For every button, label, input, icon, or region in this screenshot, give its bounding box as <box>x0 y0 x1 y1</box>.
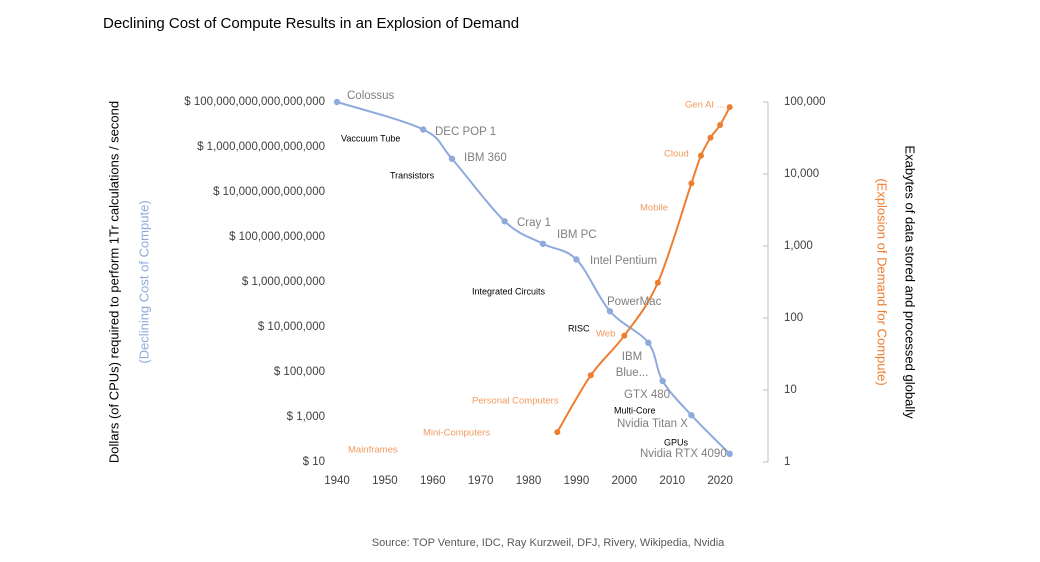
data-point <box>448 155 456 162</box>
x-tick-label: 1980 <box>516 475 542 487</box>
x-tick-label: 2000 <box>612 475 638 487</box>
point-label: DEC POP 1 <box>435 126 496 138</box>
y2-tick-label: 1 <box>784 456 790 468</box>
y-tick-label: $ 1,000,000,000,000,000 <box>197 141 325 153</box>
era-label: Mini-Computers <box>423 428 490 439</box>
era-label: Web <box>596 329 615 340</box>
x-tick-label: 1960 <box>420 475 446 487</box>
data-point <box>697 152 704 159</box>
y2-axis-subtitle: (Explosion of Demand for Compute) <box>875 178 890 385</box>
y2-tick-label: 1,000 <box>784 240 813 252</box>
point-label: Cray 1 <box>517 217 551 229</box>
tech-label: Integrated Circuits <box>472 286 546 296</box>
data-point <box>726 104 733 111</box>
point-label-box: IBM Blue... <box>615 351 649 379</box>
series-line <box>556 106 731 433</box>
data-point <box>501 218 508 225</box>
data-point <box>587 372 594 379</box>
x-tick-label: 1990 <box>564 475 590 487</box>
y2-axis-title: Exabytes of data stored and processed gl… <box>903 145 918 419</box>
y-tick-label: $ 10,000,000,000,000 <box>213 186 325 198</box>
x-tick-label: 1940 <box>324 475 350 487</box>
data-point <box>726 450 733 458</box>
y2-tick-label: 10,000 <box>784 168 819 180</box>
data-point <box>539 240 547 247</box>
y-tick-label: $ 10 <box>303 456 325 468</box>
x-tick-label: 2020 <box>707 475 733 487</box>
era-label: Cloud <box>664 149 689 160</box>
era-label: Gen AI ... <box>685 100 725 111</box>
point-label: Nvidia RTX 4090 <box>640 448 727 460</box>
y-tick-label: $ 10,000,000 <box>258 321 325 333</box>
data-point <box>654 279 661 286</box>
series-line <box>336 101 731 455</box>
chart-title: Declining Cost of Compute Results in an … <box>103 15 519 32</box>
y-tick-label: $ 1,000,000,000 <box>242 276 325 288</box>
point-label: GTX 480 <box>624 389 670 401</box>
data-point <box>659 377 666 385</box>
point-label: PowerMac <box>607 296 662 308</box>
y-tick-label: $ 100,000,000,000,000,000 <box>184 96 325 108</box>
y-axis-subtitle: (Declining Cost of Compute) <box>136 200 151 363</box>
data-point <box>333 98 341 106</box>
tech-label: RISC <box>568 323 590 333</box>
point-label: IBM Blue... <box>615 351 649 379</box>
era-label: Mainframes <box>348 445 398 456</box>
tech-label: Transistors <box>390 170 435 180</box>
x-tick-label: 2010 <box>659 475 685 487</box>
y-axis-title: Dollars (of CPUs) required to perform 1T… <box>106 101 121 463</box>
data-point <box>688 180 695 187</box>
y-tick-label: $ 100,000,000,000 <box>229 231 325 243</box>
era-label: Personal Computers <box>472 396 559 407</box>
y-tick-label: $ 1,000 <box>287 411 325 423</box>
point-label: Intel Pentium <box>590 255 657 267</box>
y-tick-label: $ 100,000 <box>274 366 325 378</box>
point-label: Colossus <box>347 90 395 102</box>
point-label: Nvidia Titan X <box>617 418 688 430</box>
point-label: IBM 360 <box>464 152 507 164</box>
y2-tick-label: 10 <box>784 384 797 396</box>
x-tick-label: 1970 <box>468 475 494 487</box>
x-tick-label: 1950 <box>372 475 398 487</box>
tech-label: GPUs <box>664 437 689 447</box>
data-point <box>554 429 561 436</box>
data-point <box>688 412 695 419</box>
era-label: Mobile <box>640 203 668 214</box>
data-point <box>573 256 580 263</box>
source-note: Source: TOP Venture, IDC, Ray Kurzweil, … <box>372 537 725 549</box>
point-label: IBM PC <box>557 229 597 241</box>
tech-label: Multi-Core <box>614 405 656 415</box>
y2-tick-label: 100 <box>784 312 803 324</box>
data-point <box>645 339 652 346</box>
data-point <box>420 126 427 133</box>
data-point <box>717 121 724 128</box>
tech-label: Vaccuum Tube <box>341 133 400 143</box>
data-point <box>707 134 714 141</box>
data-point <box>621 332 628 339</box>
y2-tick-label: 100,000 <box>784 96 826 108</box>
data-point <box>606 308 614 315</box>
